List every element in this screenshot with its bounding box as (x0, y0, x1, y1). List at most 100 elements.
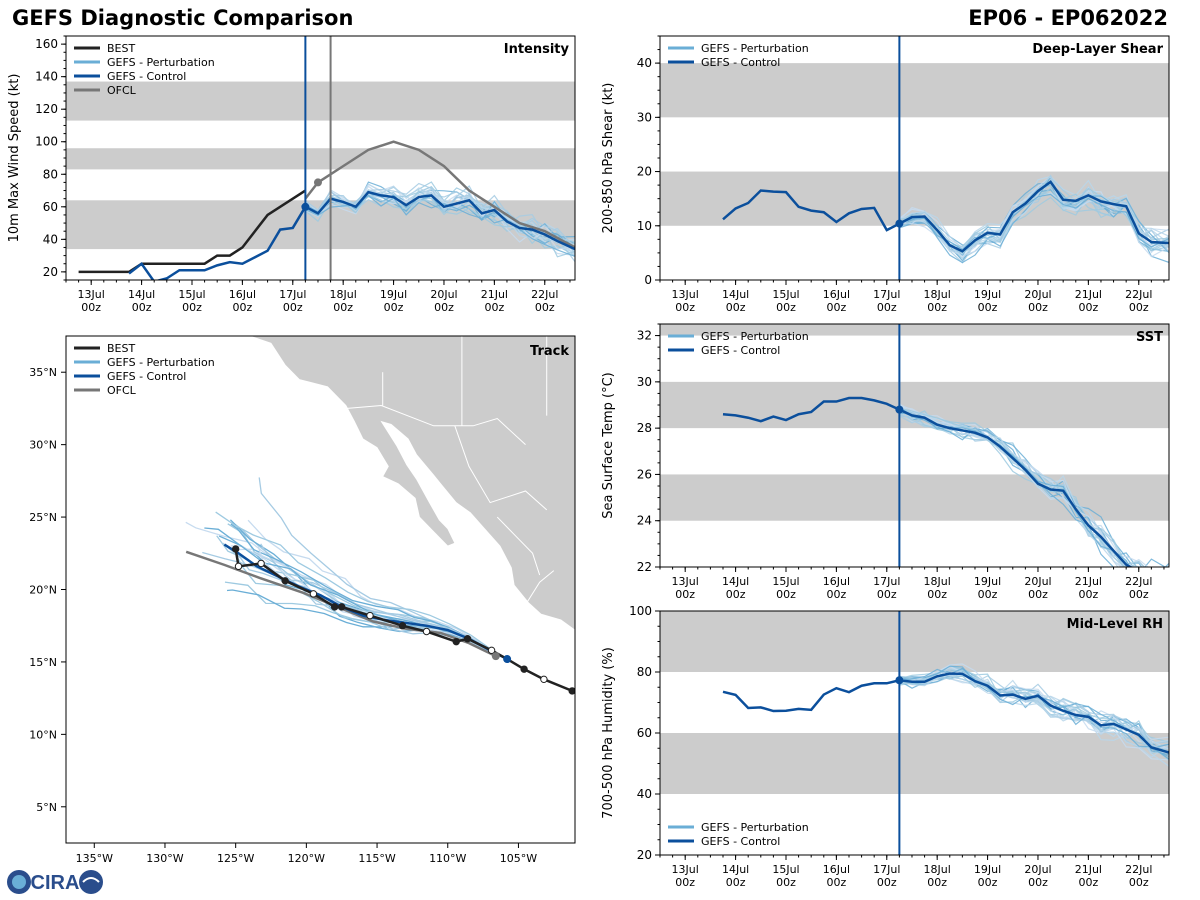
x-tick-label: 22Jul (1125, 288, 1152, 301)
y-tick-label: 100 (629, 604, 652, 618)
x-tick-label: 21Jul (1075, 575, 1102, 588)
x-tick-label: 00z (81, 301, 101, 314)
chart-sst: 22242628303213Jul00z14Jul00z15Jul00z16Ju… (601, 323, 1170, 601)
y-tick-label: 0 (644, 273, 652, 287)
legend-label-perturbation: GEFS - Perturbation (107, 56, 215, 69)
best-track-point (568, 687, 575, 695)
perturbation-member-line (899, 177, 1169, 254)
x-tick-label: 00z (1028, 876, 1048, 889)
best-track-point (463, 635, 472, 643)
x-tick-label: 16Jul (823, 575, 850, 588)
x-tick-label: 00z (675, 301, 695, 314)
lat-tick-label: 30°N (29, 439, 57, 452)
best-track-point (338, 603, 346, 611)
y-tick-label: 32 (637, 329, 652, 343)
x-tick-label: 13Jul (672, 575, 699, 588)
x-tick-label: 14Jul (128, 288, 155, 301)
x-tick-label: 00z (978, 301, 998, 314)
control-line (128, 190, 575, 280)
x-tick-label: 00z (978, 876, 998, 889)
x-tick-label: 00z (927, 301, 947, 314)
lat-tick-label: 35°N (29, 366, 57, 379)
x-tick-label: 00z (877, 876, 897, 889)
x-tick-label: 00z (1028, 588, 1048, 601)
x-tick-label: 19Jul (974, 863, 1001, 876)
x-tick-label: 00z (776, 301, 796, 314)
threshold-band (660, 474, 1169, 521)
legend-label-perturbation: GEFS - Perturbation (107, 356, 215, 369)
perturbation-member-line (899, 675, 1169, 761)
x-tick-label: 21Jul (1075, 863, 1102, 876)
y-tick-label: 24 (637, 514, 652, 528)
x-tick-label: 16Jul (823, 288, 850, 301)
y-tick-label: 20 (637, 165, 652, 179)
plot-area-shear (660, 36, 1169, 280)
x-tick-label: 22Jul (531, 288, 558, 301)
x-tick-label: 14Jul (722, 575, 749, 588)
threshold-band (66, 148, 575, 170)
legend-label-best: BEST (107, 342, 135, 355)
x-tick-label: 00z (877, 301, 897, 314)
threshold-band (660, 324, 1169, 336)
legend-label-ofcl: OFCL (107, 384, 137, 397)
x-tick-label: 18Jul (330, 288, 357, 301)
x-tick-label: 17Jul (873, 575, 900, 588)
x-tick-label: 15Jul (772, 288, 799, 301)
perturbation-track (229, 519, 508, 660)
x-tick-label: 16Jul (823, 863, 850, 876)
y-axis-label: 700-500 hPa Humidity (%) (601, 647, 616, 819)
control-line (722, 396, 1133, 567)
y-tick-label: 40 (43, 232, 58, 246)
plot-area-rh (660, 611, 1169, 855)
x-tick-label: 17Jul (873, 863, 900, 876)
lon-tick-label: 125°W (217, 852, 254, 865)
best-track-point (234, 562, 243, 571)
x-tick-label: 00z (826, 876, 846, 889)
x-tick-label: 15Jul (178, 288, 205, 301)
x-tick-label: 16Jul (229, 288, 256, 301)
map-area (185, 336, 575, 695)
legend-label-control: GEFS - Control (107, 370, 186, 383)
best-track-point (309, 590, 318, 598)
x-tick-label: 00z (726, 588, 746, 601)
cira-logo: CIRA (5, 866, 105, 898)
x-tick-label: 20Jul (1024, 575, 1051, 588)
x-tick-label: 00z (384, 301, 404, 314)
lon-tick-label: 105°W (500, 852, 537, 865)
legend-label-perturbation: GEFS - Perturbation (701, 42, 809, 55)
x-tick-label: 00z (927, 876, 947, 889)
x-tick-label: 17Jul (279, 288, 306, 301)
x-tick-label: 14Jul (722, 288, 749, 301)
best-track-point (422, 627, 431, 636)
plot-area-intensity (66, 36, 575, 280)
y-tick-label: 30 (637, 375, 652, 389)
x-tick-label: 13Jul (672, 863, 699, 876)
state-border (526, 570, 555, 603)
x-tick-label: 00z (675, 588, 695, 601)
threshold-band (660, 611, 1169, 672)
x-tick-label: 18Jul (924, 288, 951, 301)
x-tick-label: 18Jul (924, 575, 951, 588)
x-tick-label: 15Jul (772, 863, 799, 876)
x-tick-label: 00z (776, 588, 796, 601)
x-tick-label: 22Jul (1125, 863, 1152, 876)
storm-id-title: EP06 - EP062022 (968, 6, 1168, 30)
y-tick-label: 80 (637, 665, 652, 679)
best-track-point (366, 611, 374, 620)
legend-label-best: BEST (107, 42, 135, 55)
x-tick-label: 00z (675, 876, 695, 889)
perturbation-track (215, 511, 508, 660)
y-tick-label: 10 (637, 219, 652, 233)
x-tick-label: 20Jul (430, 288, 457, 301)
x-tick-label: 00z (535, 301, 555, 314)
control-track (223, 543, 508, 661)
x-tick-label: 13Jul (672, 288, 699, 301)
legend-label-perturbation: GEFS - Perturbation (701, 821, 809, 834)
chart-rh: 2040608010013Jul00z14Jul00z15Jul00z16Jul… (601, 604, 1170, 889)
x-tick-label: 00z (1129, 876, 1149, 889)
legend-label-control: GEFS - Control (701, 56, 780, 69)
x-tick-label: 00z (1129, 301, 1149, 314)
panel-title: Mid-Level RH (1067, 617, 1163, 632)
y-tick-label: 20 (43, 265, 58, 279)
x-tick-label: 00z (1078, 301, 1098, 314)
